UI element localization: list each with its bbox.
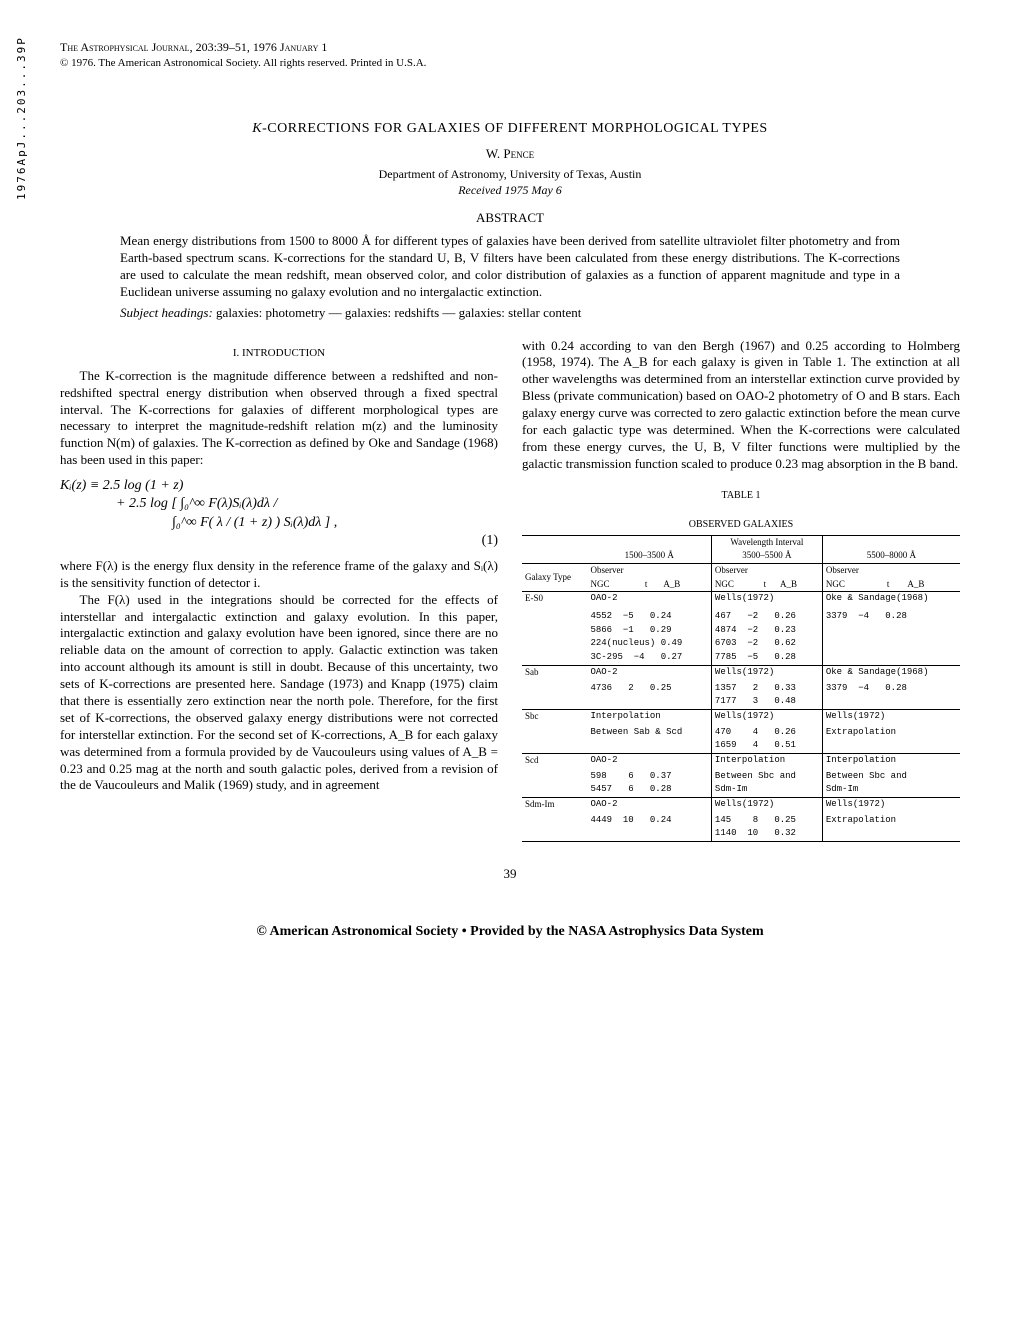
abstract-body: Mean energy distributions from 1500 to 8… [120, 233, 900, 301]
left-column: I. INTRODUCTION The K-correction is the … [60, 338, 498, 843]
subject-headings: Subject headings: galaxies: photometry —… [120, 305, 900, 322]
received: Received 1975 May 6 [60, 183, 960, 199]
page-number: 39 [60, 866, 960, 883]
bibcode: 1976ApJ...203...39P [15, 36, 29, 200]
subject-label: Subject headings: [120, 305, 213, 320]
subject-body: galaxies: photometry — galaxies: redshif… [213, 305, 582, 320]
affiliation: Department of Astronomy, University of T… [60, 167, 960, 183]
equation: Kᵢ(z) ≡ 2.5 log (1 + z) + 2.5 log [ ∫₀^∞… [60, 477, 498, 550]
table-observed-galaxies: Wavelength Interval 1500–3500 Å 3500–550… [522, 535, 960, 842]
paragraph: with 0.24 according to van den Bergh (19… [522, 338, 960, 473]
paragraph: The F(λ) used in the integrations should… [60, 592, 498, 795]
footer-credit: © American Astronomical Society • Provid… [60, 923, 960, 941]
table-number: TABLE 1 [522, 489, 960, 502]
section-head: I. INTRODUCTION [60, 346, 498, 360]
paragraph: where F(λ) is the energy flux density in… [60, 558, 498, 592]
author: W. Pence [60, 146, 960, 163]
journal-line: The Astrophysical Journal, 203:39–51, 19… [60, 40, 960, 56]
right-column: with 0.24 according to van den Bergh (19… [522, 338, 960, 843]
paragraph: The K-correction is the magnitude differ… [60, 368, 498, 469]
eq-number: (1) [482, 532, 498, 550]
abstract-head: ABSTRACT [60, 210, 960, 227]
paper-title: K-CORRECTIONS FOR GALAXIES OF DIFFERENT … [60, 120, 960, 138]
copyright-line: © 1976. The American Astronomical Societ… [60, 56, 960, 70]
table-title: OBSERVED GALAXIES [522, 518, 960, 531]
